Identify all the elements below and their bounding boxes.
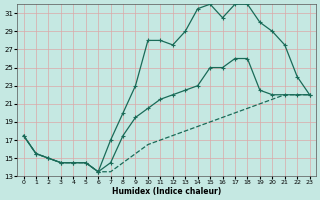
X-axis label: Humidex (Indice chaleur): Humidex (Indice chaleur) bbox=[112, 187, 221, 196]
